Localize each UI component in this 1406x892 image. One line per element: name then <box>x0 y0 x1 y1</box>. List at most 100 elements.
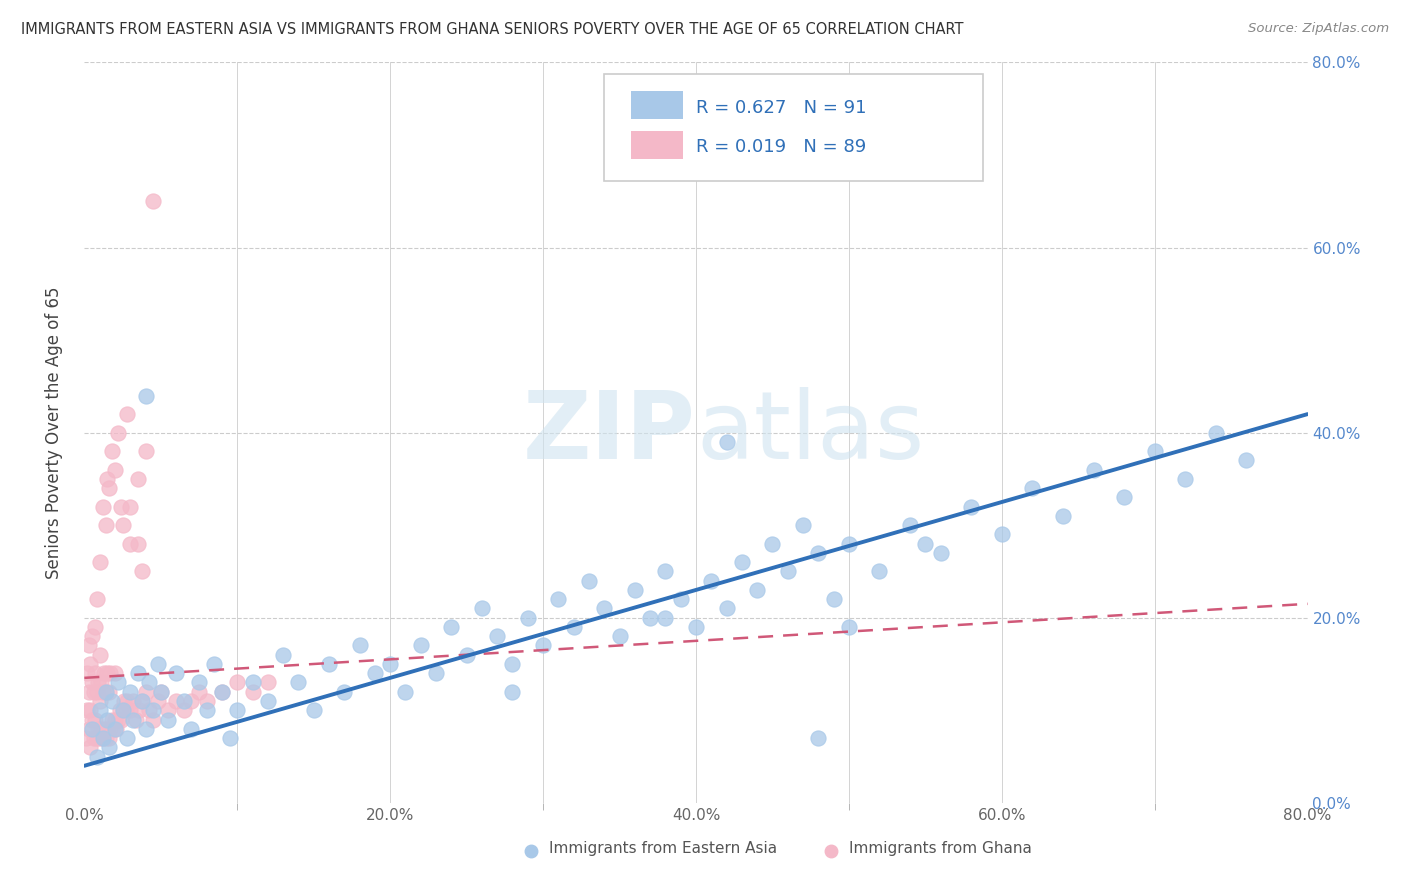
Point <box>86 685 108 699</box>
Point <box>173 694 195 708</box>
Point <box>914 536 936 550</box>
Point <box>747 582 769 597</box>
Point <box>242 675 264 690</box>
Point <box>838 536 860 550</box>
Text: Immigrants from Eastern Asia: Immigrants from Eastern Asia <box>550 841 778 856</box>
Point <box>440 620 463 634</box>
Point <box>76 666 98 681</box>
Point <box>157 713 180 727</box>
Point <box>86 592 108 607</box>
Point <box>103 722 125 736</box>
Text: R = 0.019   N = 89: R = 0.019 N = 89 <box>696 138 866 156</box>
Point <box>1174 472 1197 486</box>
Point <box>104 666 127 681</box>
Point <box>107 713 129 727</box>
Point <box>173 703 195 717</box>
Point <box>180 722 202 736</box>
Text: IMMIGRANTS FROM EASTERN ASIA VS IMMIGRANTS FROM GHANA SENIORS POVERTY OVER THE A: IMMIGRANTS FROM EASTERN ASIA VS IMMIGRAN… <box>21 22 963 37</box>
Point <box>562 620 585 634</box>
Point <box>135 722 157 736</box>
Point <box>105 722 128 736</box>
Point <box>792 518 814 533</box>
Point <box>202 657 225 671</box>
Point <box>409 639 432 653</box>
Point <box>211 685 233 699</box>
Point <box>75 731 97 745</box>
Point <box>77 722 100 736</box>
Point <box>218 731 240 745</box>
Point <box>89 648 111 662</box>
Point <box>115 407 138 421</box>
Point <box>716 434 738 449</box>
Point <box>115 694 138 708</box>
Point <box>364 666 387 681</box>
Point <box>93 722 115 736</box>
Point <box>1083 462 1105 476</box>
Point <box>578 574 600 588</box>
Point <box>91 731 114 745</box>
Point <box>1114 491 1136 505</box>
Point <box>76 703 98 717</box>
Point <box>638 610 661 624</box>
Point <box>83 685 105 699</box>
Point <box>77 685 100 699</box>
Point <box>120 685 142 699</box>
Point <box>101 444 124 458</box>
Point <box>195 694 218 708</box>
Point <box>165 694 187 708</box>
Point <box>97 731 120 745</box>
Point <box>502 657 524 671</box>
Point <box>1205 425 1227 440</box>
Point <box>97 481 120 495</box>
Point <box>456 648 478 662</box>
Point <box>898 518 921 533</box>
Point <box>146 694 169 708</box>
Point <box>79 703 101 717</box>
Point <box>94 731 117 745</box>
Point <box>104 713 127 727</box>
Point <box>91 500 114 514</box>
Point <box>685 620 707 634</box>
Point <box>96 666 118 681</box>
Point <box>96 713 118 727</box>
Point <box>425 666 447 681</box>
Point <box>1236 453 1258 467</box>
Point <box>98 722 121 736</box>
Point <box>90 722 112 736</box>
Point <box>80 713 103 727</box>
Point <box>127 472 149 486</box>
Point <box>91 731 114 745</box>
Point <box>107 425 129 440</box>
Point <box>101 694 124 708</box>
Point <box>110 500 132 514</box>
Point <box>97 685 120 699</box>
Point <box>94 685 117 699</box>
Point <box>165 666 187 681</box>
Point <box>111 518 134 533</box>
Text: Immigrants from Ghana: Immigrants from Ghana <box>849 841 1032 856</box>
Point <box>91 685 114 699</box>
Point <box>531 639 554 653</box>
Point <box>226 703 249 717</box>
Point <box>807 731 830 745</box>
Point <box>108 703 131 717</box>
Y-axis label: Seniors Poverty Over the Age of 65: Seniors Poverty Over the Age of 65 <box>45 286 63 579</box>
Point <box>142 703 165 717</box>
Point <box>84 713 107 727</box>
Point <box>86 731 108 745</box>
Text: R = 0.627   N = 91: R = 0.627 N = 91 <box>696 99 866 117</box>
Point <box>111 703 134 717</box>
Point <box>929 546 952 560</box>
Point <box>79 740 101 755</box>
Point <box>96 722 118 736</box>
Point <box>776 565 799 579</box>
Point <box>761 536 783 550</box>
Point <box>127 666 149 681</box>
Point <box>96 472 118 486</box>
Point <box>991 527 1014 541</box>
Point <box>135 685 157 699</box>
Point <box>471 601 494 615</box>
Point <box>731 555 754 569</box>
Bar <box>631 91 682 120</box>
Point <box>80 722 103 736</box>
